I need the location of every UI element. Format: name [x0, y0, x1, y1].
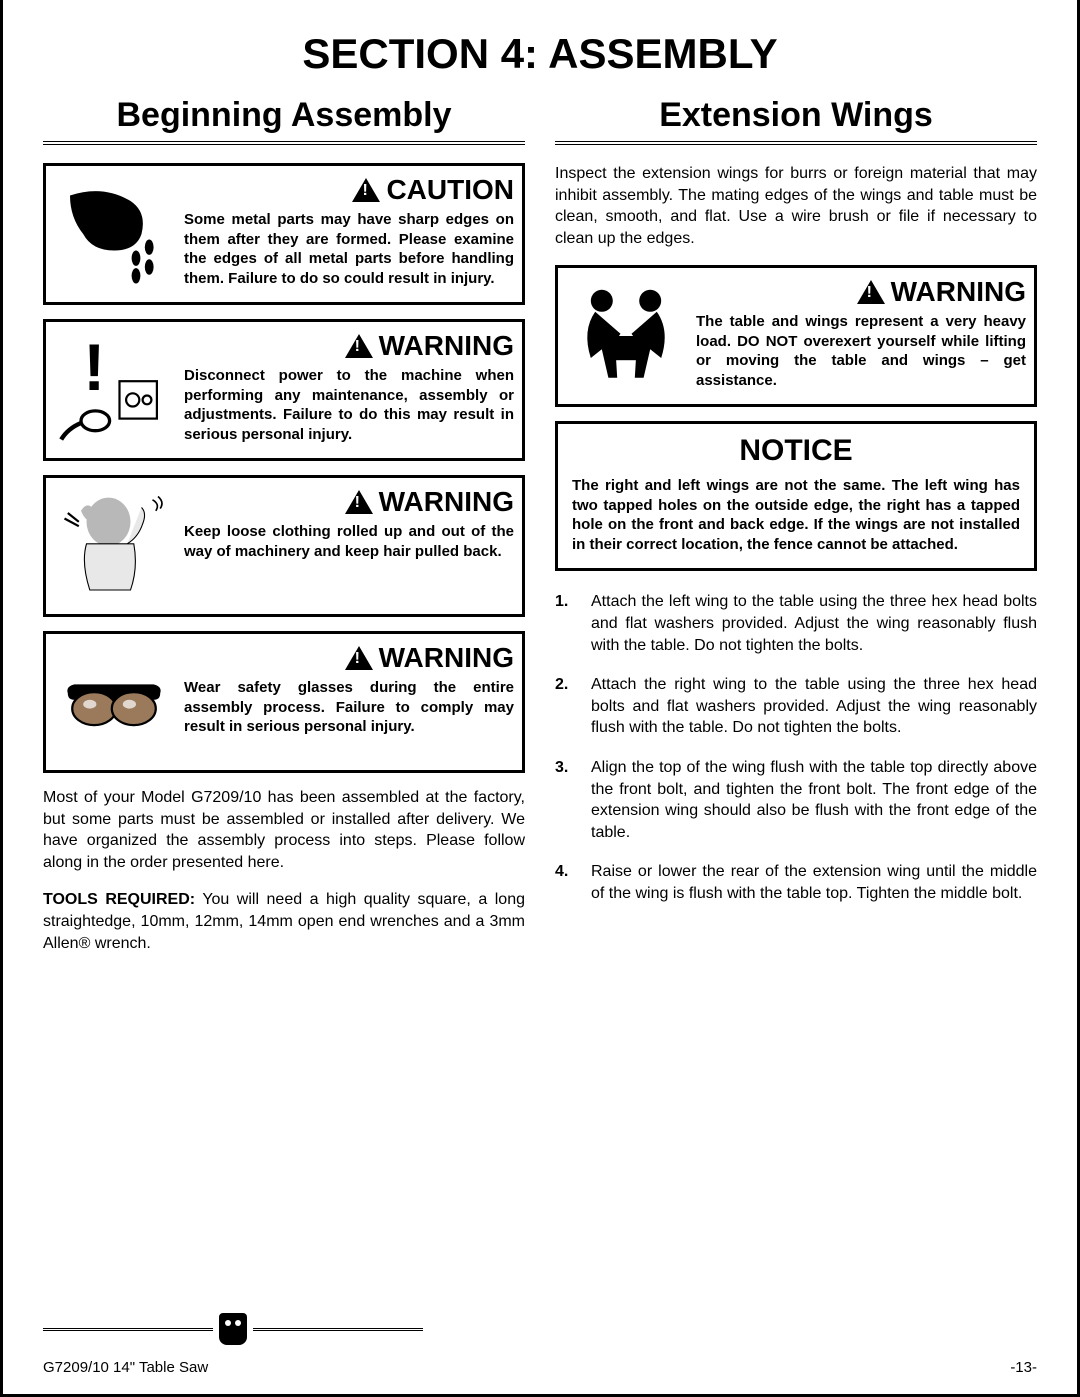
footer-ornament: [43, 1313, 1037, 1345]
right-heading: Extension Wings: [555, 96, 1037, 145]
warning-power-box: ! WARNING Disconnect power to the machin…: [43, 319, 525, 461]
heavy-lift-icon: [566, 276, 686, 396]
step-text: Raise or lower the rear of the extension…: [591, 861, 1037, 904]
alert-triangle-icon: [345, 646, 373, 670]
left-column: Beginning Assembly CAUTION: [43, 96, 525, 970]
step-text: Attach the right wing to the table using…: [591, 674, 1037, 739]
notice-header: NOTICE: [572, 434, 1020, 468]
warning-clothing-header: WARNING: [184, 486, 514, 518]
alert-triangle-icon: [857, 280, 885, 304]
warning-clothing-content: WARNING Keep loose clothing rolled up an…: [184, 486, 514, 606]
manual-page: SECTION 4: ASSEMBLY Beginning Assembly: [0, 0, 1080, 1397]
two-column-layout: Beginning Assembly CAUTION: [43, 96, 1037, 970]
warning-heavy-box: WARNING The table and wings represent a …: [555, 265, 1037, 407]
caution-header-text: CAUTION: [386, 174, 514, 206]
section-title: SECTION 4: ASSEMBLY: [43, 30, 1037, 78]
loose-clothing-icon: [54, 486, 174, 606]
caution-header: CAUTION: [184, 174, 514, 206]
footer-row: G7209/10 14" Table Saw -13-: [43, 1359, 1037, 1376]
notice-box: NOTICE The right and left wings are not …: [555, 421, 1037, 571]
warning-power-header-text: WARNING: [379, 330, 514, 362]
warning-clothing-box: WARNING Keep loose clothing rolled up an…: [43, 475, 525, 617]
warning-glasses-text: Wear safety glasses during the entire as…: [184, 678, 514, 737]
warning-heavy-header: WARNING: [696, 276, 1026, 308]
extension-intro: Inspect the extension wings for burrs or…: [555, 163, 1037, 249]
footer-product: G7209/10 14" Table Saw: [43, 1359, 208, 1376]
caution-box: CAUTION Some metal parts may have sharp …: [43, 163, 525, 305]
step-item: Attach the left wing to the table using …: [555, 591, 1037, 656]
sharp-edges-icon: [54, 174, 174, 294]
warning-glasses-header-text: WARNING: [379, 642, 514, 674]
step-item: Align the top of the wing flush with the…: [555, 757, 1037, 843]
warning-glasses-box: WARNING Wear safety glasses during the e…: [43, 631, 525, 773]
step-item: Attach the right wing to the table using…: [555, 674, 1037, 739]
warning-clothing-text: Keep loose clothing rolled up and out of…: [184, 522, 514, 561]
warning-heavy-content: WARNING The table and wings represent a …: [696, 276, 1026, 396]
safety-glasses-icon: [54, 642, 174, 762]
alert-triangle-icon: [345, 490, 373, 514]
ornament-line-right: [253, 1328, 423, 1331]
warning-heavy-text: The table and wings represent a very hea…: [696, 312, 1026, 390]
warning-clothing-header-text: WARNING: [379, 486, 514, 518]
svg-text:!: !: [83, 335, 105, 404]
alert-triangle-icon: [345, 334, 373, 358]
caution-content: CAUTION Some metal parts may have sharp …: [184, 174, 514, 294]
right-column: Extension Wings Inspect the extension wi…: [555, 96, 1037, 970]
assembly-intro-text: Most of your Model G7209/10 has been ass…: [43, 787, 525, 873]
ornament-line-left: [43, 1328, 213, 1331]
disconnect-power-icon: !: [54, 330, 174, 450]
caution-text: Some metal parts may have sharp edges on…: [184, 210, 514, 288]
warning-glasses-content: WARNING Wear safety glasses during the e…: [184, 642, 514, 762]
warning-power-content: WARNING Disconnect power to the machine …: [184, 330, 514, 450]
bear-emblem-icon: [219, 1313, 247, 1345]
warning-power-text: Disconnect power to the machine when per…: [184, 366, 514, 444]
step-text: Attach the left wing to the table using …: [591, 591, 1037, 656]
tools-required-text: TOOLS REQUIRED: You will need a high qua…: [43, 889, 525, 954]
warning-glasses-header: WARNING: [184, 642, 514, 674]
page-footer: G7209/10 14" Table Saw -13-: [43, 1313, 1037, 1376]
warning-heavy-header-text: WARNING: [891, 276, 1026, 308]
assembly-steps: Attach the left wing to the table using …: [555, 591, 1037, 904]
step-text: Align the top of the wing flush with the…: [591, 757, 1037, 843]
footer-page-number: -13-: [1010, 1359, 1037, 1376]
tools-label: TOOLS REQUIRED:: [43, 891, 195, 908]
step-item: Raise or lower the rear of the extension…: [555, 861, 1037, 904]
left-heading: Beginning Assembly: [43, 96, 525, 145]
notice-text: The right and left wings are not the sam…: [572, 476, 1020, 554]
warning-power-header: WARNING: [184, 330, 514, 362]
alert-triangle-icon: [352, 178, 380, 202]
